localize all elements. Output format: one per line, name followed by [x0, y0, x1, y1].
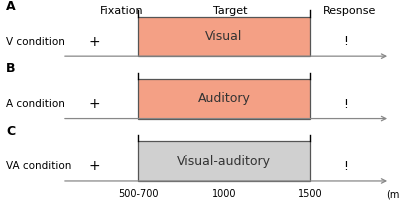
- Text: +: +: [88, 35, 100, 49]
- Text: !: !: [344, 98, 348, 110]
- Text: Visual-auditory: Visual-auditory: [177, 155, 271, 168]
- Text: A: A: [6, 0, 16, 13]
- Text: (ms): (ms): [386, 189, 400, 199]
- Text: Fixation: Fixation: [100, 6, 144, 16]
- Text: 500-700: 500-700: [118, 189, 158, 199]
- Text: Visual: Visual: [205, 30, 243, 43]
- Bar: [138, 141, 310, 181]
- Text: !: !: [344, 160, 348, 173]
- Text: A condition: A condition: [6, 99, 65, 109]
- Text: +: +: [88, 97, 100, 111]
- Text: VA condition: VA condition: [6, 161, 71, 171]
- Bar: [138, 79, 310, 119]
- Text: +: +: [88, 159, 100, 173]
- Text: V condition: V condition: [6, 37, 65, 47]
- Text: C: C: [6, 125, 15, 138]
- Text: 1500: 1500: [298, 189, 322, 199]
- Text: Response: Response: [323, 6, 377, 16]
- Bar: [138, 17, 310, 56]
- Text: 1000: 1000: [212, 189, 236, 199]
- Text: !: !: [344, 35, 348, 48]
- Text: B: B: [6, 62, 16, 76]
- Text: Target: Target: [213, 6, 247, 16]
- Text: Auditory: Auditory: [198, 92, 250, 105]
